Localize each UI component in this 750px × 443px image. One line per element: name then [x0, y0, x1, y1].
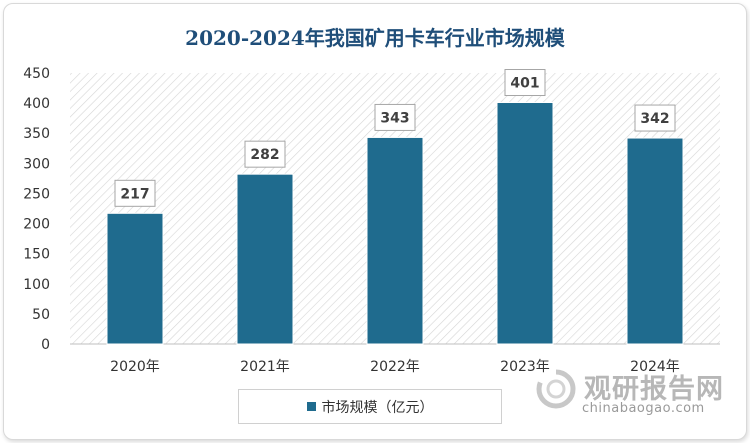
y-tick-label: 300	[23, 156, 50, 172]
y-tick-label: 150	[23, 247, 50, 263]
watermark-logo-icon	[536, 369, 576, 409]
data-label-box	[504, 69, 546, 97]
y-tick-label: 250	[23, 186, 50, 202]
bar-2024年	[626, 137, 684, 345]
chart-title: 2020-2024年我国矿用卡车行业市场规模	[185, 26, 565, 50]
x-tick-label: 2020年	[110, 359, 160, 375]
data-label: 217	[120, 186, 149, 202]
y-tick-label: 200	[23, 217, 50, 233]
x-tick-label: 2022年	[370, 359, 420, 375]
data-label: 343	[380, 110, 409, 126]
bar-2022年	[366, 136, 424, 345]
y-tick-label: 450	[23, 66, 50, 82]
bar-2021年	[236, 173, 294, 345]
watermark-name: 观研报告网	[584, 374, 724, 405]
y-tick-label: 50	[32, 307, 50, 323]
bar-2023年	[496, 102, 554, 345]
data-label-box	[244, 140, 286, 168]
watermark-domain: chinabaogao.com	[582, 401, 705, 416]
legend-label: 市场规模（亿元）	[321, 399, 434, 416]
y-tick-label: 100	[23, 277, 50, 293]
y-tick-label: 0	[41, 337, 50, 353]
legend-swatch	[306, 402, 316, 411]
data-label: 282	[250, 147, 279, 163]
data-label-box	[374, 103, 416, 131]
data-label-box	[114, 179, 156, 207]
watermark: 观研报告网 chinabaogao.com	[524, 365, 724, 425]
y-tick-label: 400	[23, 96, 50, 112]
data-label: 401	[510, 76, 539, 92]
x-tick-label: 2024年	[630, 359, 680, 375]
data-label: 342	[640, 111, 669, 127]
x-tick-label: 2023年	[500, 359, 550, 375]
bar-2020年	[106, 212, 164, 345]
data-label-box	[634, 104, 676, 132]
y-tick-label: 350	[23, 126, 50, 142]
legend: 市场规模（亿元）	[238, 389, 502, 424]
x-tick-label: 2021年	[240, 359, 290, 375]
